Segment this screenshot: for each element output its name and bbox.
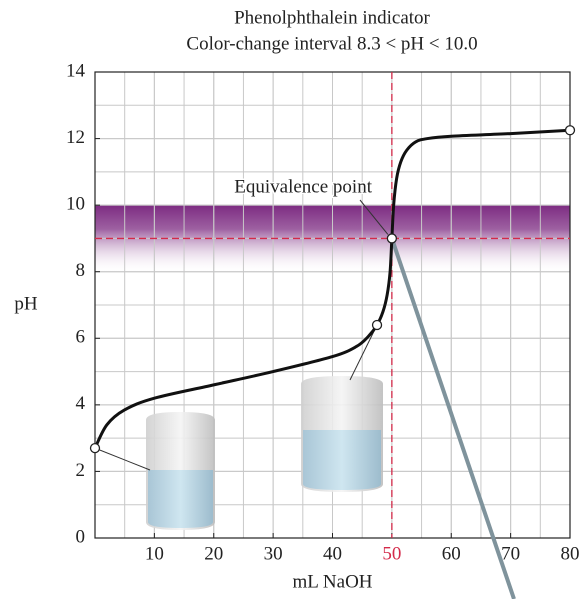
x-tick-label: 10 (145, 543, 164, 564)
x-tick-label: 80 (561, 543, 580, 564)
titration-curve (93, 128, 571, 449)
chart-title: Phenolphthalein indicator (234, 7, 430, 28)
curve-point (564, 125, 576, 136)
equivalence-label: Equivalence point (234, 176, 372, 197)
y-tick-label: 14 (66, 60, 86, 81)
chart-subtitle: Color-change interval 8.3 < pH < 10.0 (186, 33, 477, 54)
x-tick-label: 50 (382, 543, 401, 564)
x-tick-label: 20 (204, 543, 223, 564)
x-tick-label: 30 (264, 543, 283, 564)
beaker-left (146, 412, 215, 530)
y-axis-label: pH (14, 293, 38, 314)
y-tick-label: 6 (76, 327, 86, 348)
y-tick-label: 2 (76, 460, 86, 481)
y-tick-label: 10 (66, 194, 85, 215)
x-tick-label: 70 (501, 543, 520, 564)
probe (389, 237, 516, 599)
curve-point (371, 319, 383, 331)
plot-frame (94, 71, 571, 539)
pointer (349, 324, 378, 381)
y-tick-label: 0 (76, 526, 86, 547)
y-tick-label: 4 (76, 393, 86, 414)
x-tick-label: 60 (442, 543, 461, 564)
curve-point (386, 233, 398, 244)
y-tick-label: 8 (76, 260, 86, 281)
x-tick-label: 40 (323, 543, 342, 564)
curve-point (89, 442, 101, 454)
pointer (94, 447, 151, 471)
beaker-right (301, 376, 383, 492)
y-tick-label: 12 (66, 127, 85, 148)
pointer (359, 199, 389, 235)
x-axis-label: mL NaOH (292, 571, 372, 592)
